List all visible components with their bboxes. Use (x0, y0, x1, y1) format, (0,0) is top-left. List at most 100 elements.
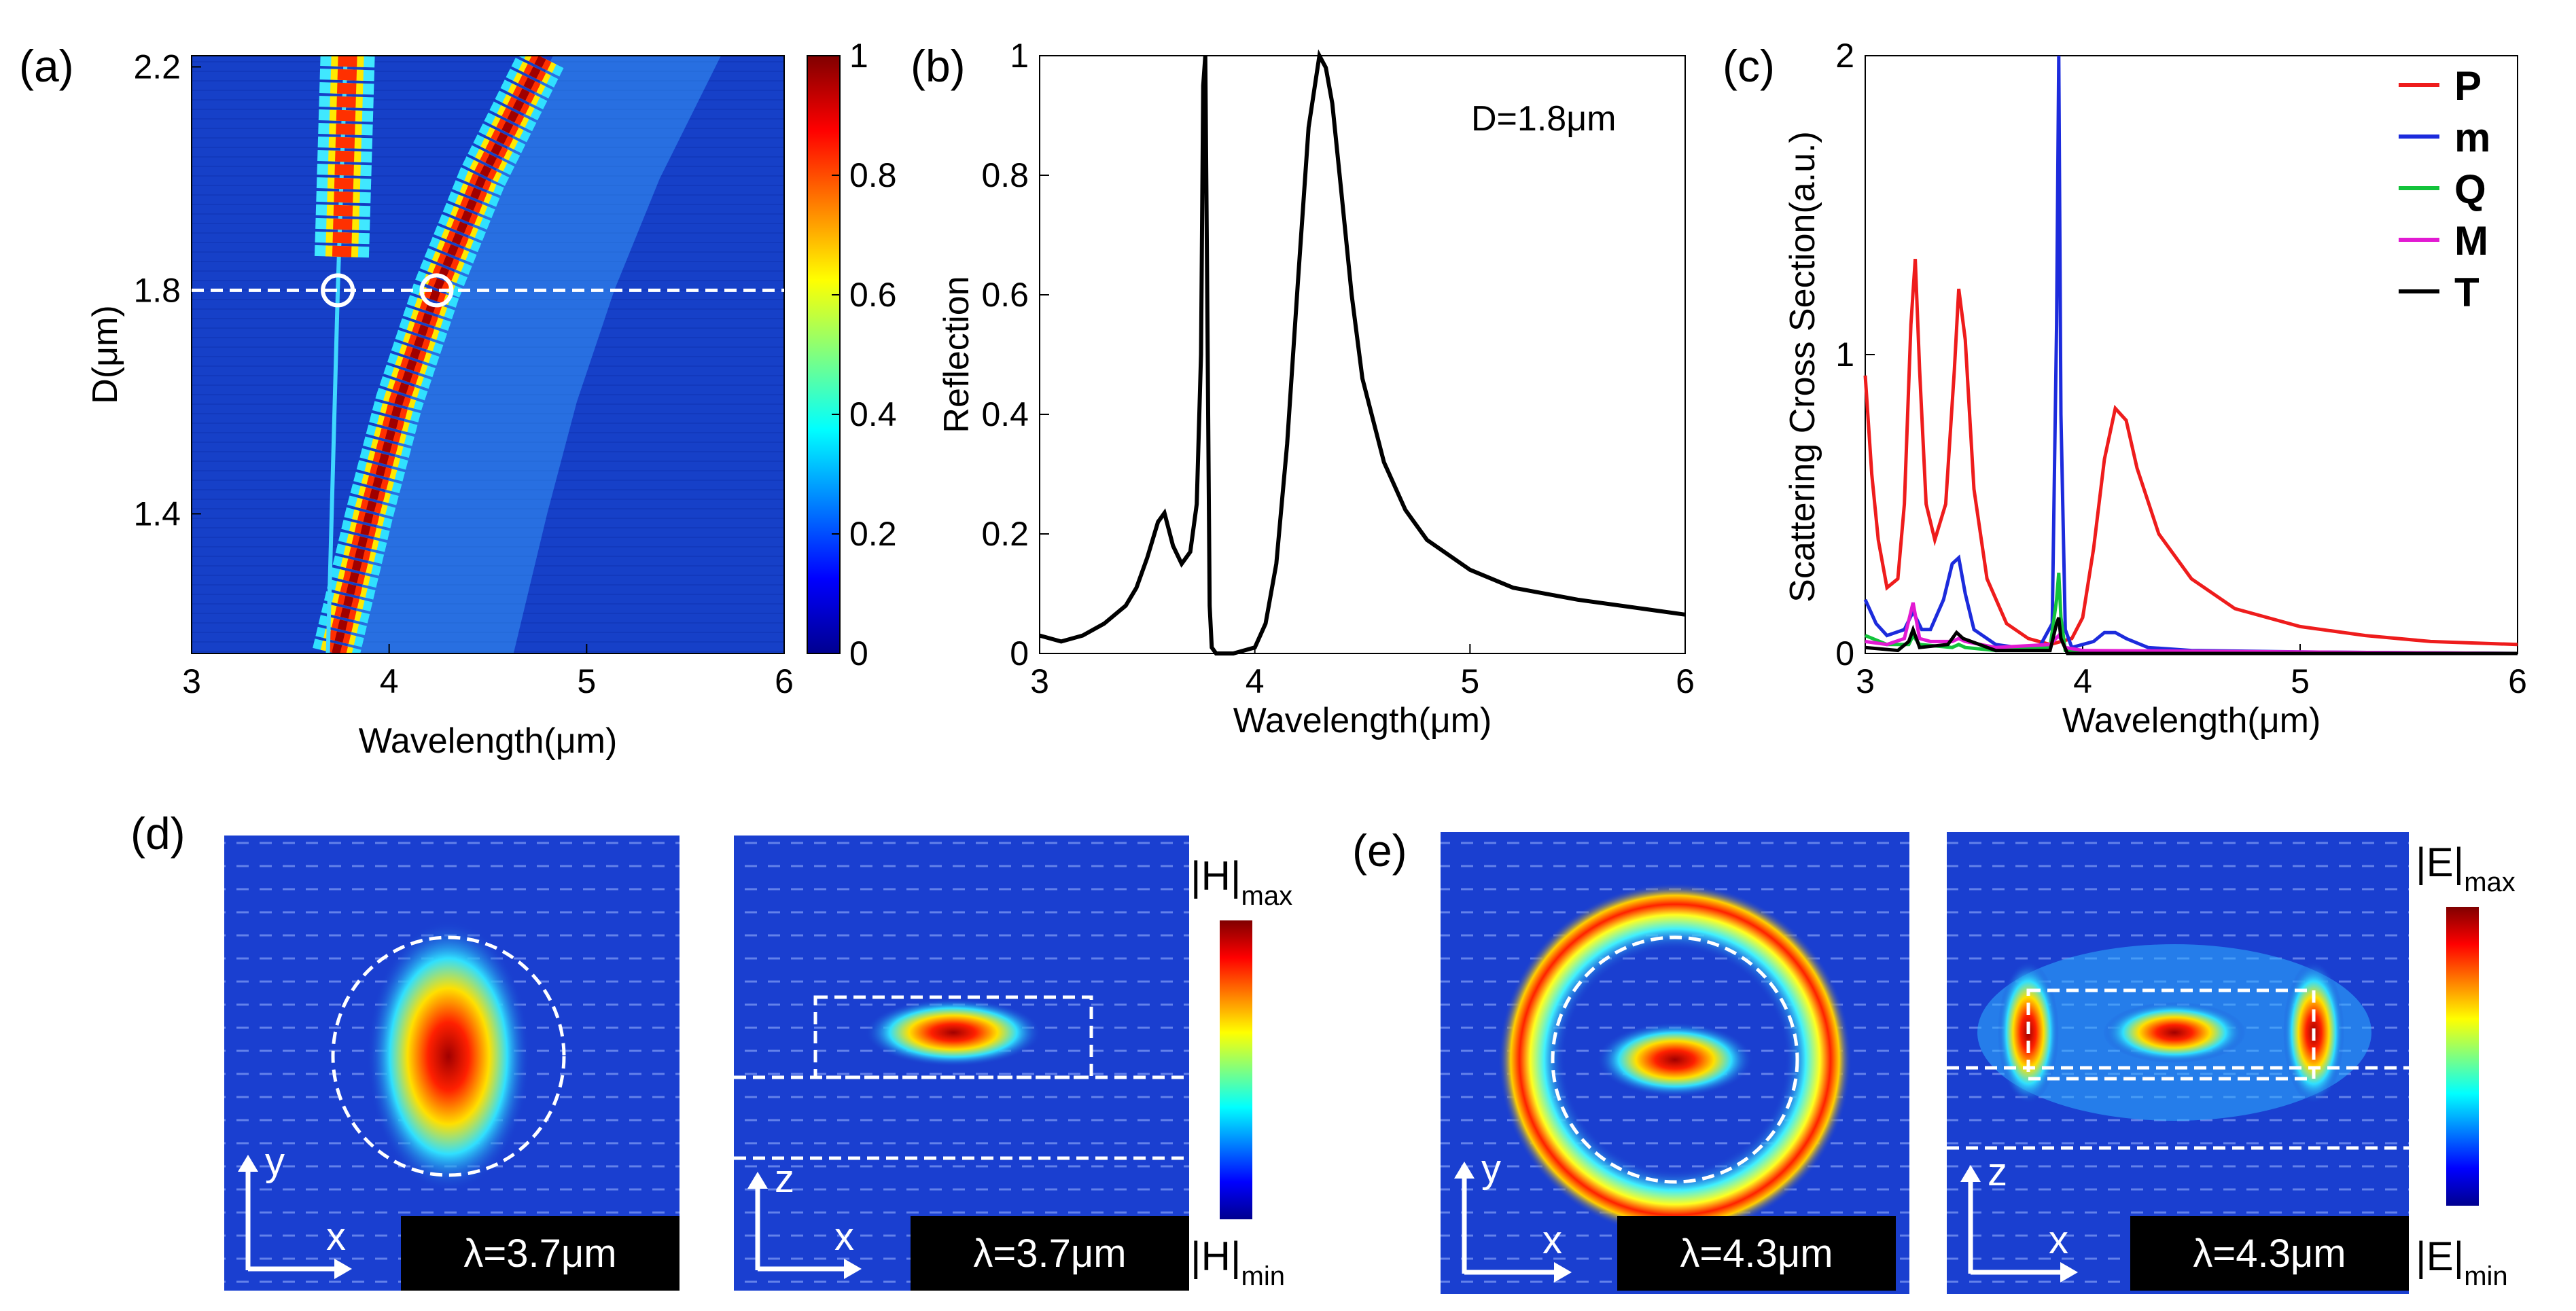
heatmap-ridges (313, 56, 721, 653)
panel-b-ytick-label: 0.8 (981, 156, 1029, 194)
disk-outline-d1 (331, 935, 566, 1177)
panel-c-ytick-label: 2 (1835, 37, 1854, 75)
panel-c-series (1863, 55, 2518, 656)
panel-a-xlabel: Wavelength(μm) (359, 721, 618, 761)
heatmap-glow (345, 56, 721, 653)
colorbar-e-bottom: |E|min (2416, 1234, 2508, 1291)
heatmap-ridge-narrow-red (332, 56, 357, 257)
wavelength-badge-e1 (1617, 1216, 1896, 1291)
panel-a-colorbar-tick-label: 1 (849, 37, 868, 75)
panel-a-colorbar-tick-label: 0.8 (849, 156, 897, 194)
axis-label-horizontal-e2: x (2049, 1218, 2068, 1262)
panel-d-label: (d) (130, 808, 186, 859)
panel-b-ytick-label: 0.2 (981, 515, 1029, 553)
axis-arrowhead-horizontal-d1 (334, 1259, 352, 1279)
colorbar-e-top-main: |E| (2416, 840, 2464, 885)
panel-a-colorbar-tick-label: 0.2 (849, 515, 897, 553)
colorbar-d-bottom-main: |H| (1190, 1234, 1241, 1279)
field-map-e1-hotspot (1597, 1022, 1753, 1097)
colorbar-d-top-sub: max (1241, 881, 1293, 911)
axis-arrowhead-horizontal-e2 (2060, 1262, 2078, 1282)
panel-a-xtick-label: 6 (775, 662, 794, 700)
panel-b-annotation: D=1.8μm (1471, 99, 1616, 139)
axis-label-horizontal-e1: x (1542, 1218, 1562, 1262)
panel-b-xtick-label: 5 (1460, 662, 1479, 700)
panel-b-xtick-label: 6 (1676, 662, 1695, 700)
panel-b-ylabel: Reflection (937, 276, 976, 433)
panel-c-ytick-label: 1 (1835, 336, 1854, 374)
panel-a-colorbar-tick-label: 0.6 (849, 276, 897, 314)
panel-b-ytick-label: 1 (1010, 37, 1029, 75)
panel-b-xtick-label: 3 (1030, 662, 1049, 700)
disk-outline-d2 (813, 995, 1093, 1079)
panel-b-ytick-label: 0 (1010, 634, 1029, 672)
wavelength-label-e1: λ=4.3μm (1680, 1232, 1833, 1276)
field-map-d2-hotspot (865, 999, 1042, 1066)
panel-b-frame (1039, 55, 1686, 654)
heatmap-circled-point (419, 273, 454, 308)
legend-label-Q: Q (2454, 166, 2486, 212)
colorbar-e-bottom-main: |E| (2416, 1234, 2464, 1279)
panel-e-label: (e) (1352, 825, 1407, 876)
axis-label-horizontal-d1: x (326, 1215, 346, 1259)
legend-label-M: M (2454, 218, 2488, 264)
colorbar-d-bottom: |H|min (1190, 1234, 1285, 1291)
field-map-e2-hotspot (2103, 1002, 2246, 1063)
panel-a-xtick-label: 4 (380, 662, 399, 700)
disk-outline-e2 (2026, 988, 2316, 1081)
panel-c-axes: 3 4 5 6 0 1 2 (1835, 37, 2527, 700)
panel-a-label: (a) (19, 41, 74, 91)
disk-outline-e1 (1551, 935, 1799, 1184)
wavelength-label-d1: λ=3.7μm (463, 1232, 616, 1276)
heatmap-ridge-main-core (332, 56, 547, 653)
field-map-e2: z x λ=4.3μm (1947, 832, 2409, 1294)
axis-label-vertical-d2: z (775, 1157, 794, 1201)
panel-a-xtick-label: 3 (182, 662, 201, 700)
panel-c-frame (1865, 55, 2518, 654)
field-map-d1: y x λ=3.7μm (224, 836, 680, 1291)
panel-a-axes: 3 4 5 6 1.4 1.8 2.2 (133, 48, 793, 700)
panel-b-axes: 3 4 5 6 0 0.2 0.4 0.6 0.8 1 (981, 37, 1694, 700)
field-map-d1-hotspot (367, 920, 530, 1192)
panel-c-xtick-label: 5 (2291, 662, 2310, 700)
panel-a-ytick-label: 2.2 (133, 48, 181, 86)
legend-label-P: P (2454, 63, 2482, 109)
axis-arrowhead-vertical-e2 (1960, 1165, 1981, 1182)
panel-b-xtick-label: 4 (1246, 662, 1265, 700)
axis-label-vertical-e2: z (1988, 1150, 2007, 1194)
colorbar-e-top-sub: max (2464, 867, 2516, 897)
panel-a: (a) 3 4 5 6 1.4 1.8 2.2 Wavelength(μm) D(μm) 0… (19, 37, 897, 761)
axis-label-vertical-e1: y (1481, 1147, 1501, 1191)
axis-arrowhead-vertical-e1 (1454, 1162, 1475, 1179)
series-line-T (1865, 617, 2518, 656)
series-line-P (1863, 259, 2518, 647)
panel-a-ytick-label: 1.8 (133, 271, 181, 309)
colorbar-e (2446, 907, 2479, 1206)
panel-a-xtick-label: 5 (577, 662, 596, 700)
wavelength-badge-d1 (401, 1216, 680, 1291)
field-map-e1: y x λ=4.3μm (1441, 832, 1909, 1294)
wavelength-label-e2: λ=4.3μm (2193, 1232, 2346, 1276)
axis-arrowhead-vertical-d2 (747, 1172, 768, 1189)
axis-label-horizontal-d2: x (834, 1215, 854, 1259)
colorbar-d-bottom-sub: min (1241, 1261, 1285, 1291)
panel-e: (e) y x λ=4.3μm (1352, 825, 2516, 1294)
panel-b: (b) 3 4 5 6 0 0.2 0.4 0.6 0.8 1 D=1.8μm Wavelengt… (911, 37, 1695, 740)
colorbar-d (1220, 920, 1252, 1219)
reflection-curve (1039, 49, 1686, 656)
colorbar-e-bottom-sub: min (2464, 1261, 2507, 1291)
colorbar-d-top-main: |H| (1190, 853, 1241, 899)
colorbar-e-top: |E|max (2416, 840, 2516, 897)
panel-b-label: (b) (911, 41, 966, 91)
legend-label-m: m (2454, 115, 2490, 160)
panel-a-colorbar-tick-label: 0 (849, 634, 868, 672)
panel-c-xlabel: Wavelength(μm) (2062, 701, 2321, 740)
panel-b-xlabel: Wavelength(μm) (1233, 701, 1492, 740)
legend-label-T: T (2454, 270, 2480, 315)
colorbar-d-top: |H|max (1190, 853, 1292, 911)
panel-a-ylabel: D(μm) (86, 305, 125, 403)
wavelength-label-d2: λ=3.7μm (973, 1232, 1126, 1276)
axis-arrowhead-vertical-d1 (238, 1155, 258, 1172)
